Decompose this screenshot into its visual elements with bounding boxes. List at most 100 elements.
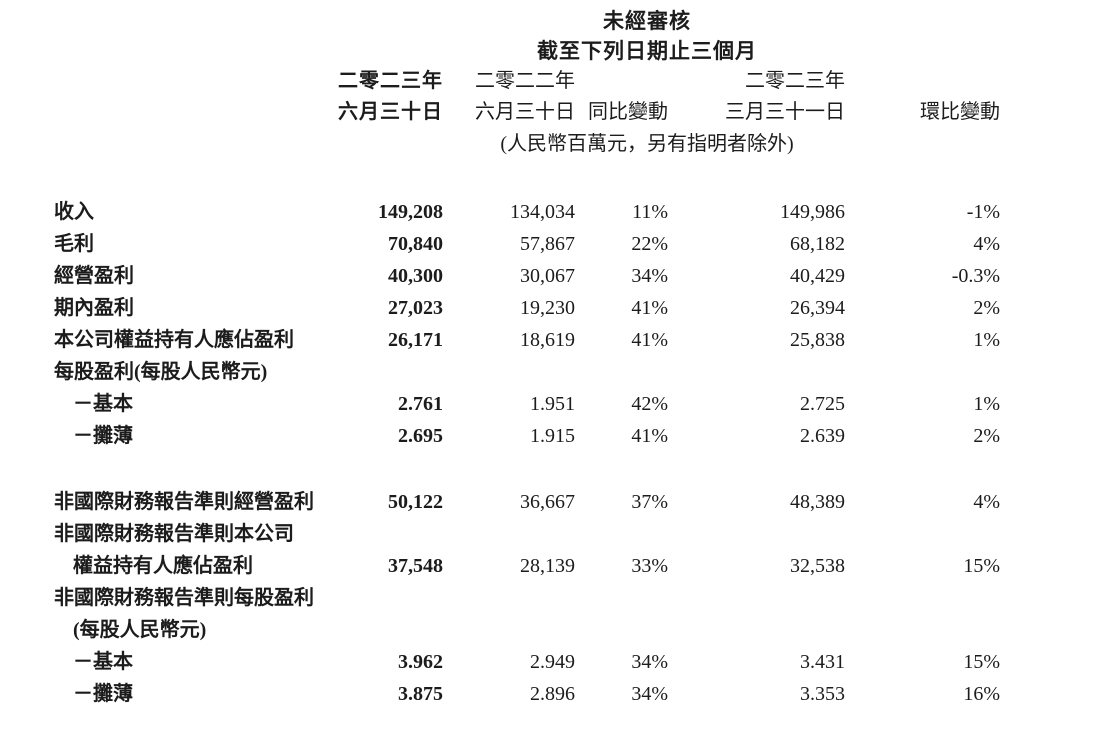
value-2022q2 [443, 582, 575, 614]
value-2023q2: 27,023 [388, 297, 443, 319]
column-header-year: 二零二三年 [745, 70, 845, 92]
value-2023q1: 2.639 [800, 425, 845, 447]
row-nonifrs-eps-diluted: －攤薄 3.875 2.896 34% 3.353 16% [54, 678, 1000, 710]
row-nonifrs-eps-unit: (每股人民幣元) [54, 614, 1000, 646]
value-2023q2: 3.962 [398, 651, 443, 673]
value-yoy: 22% [631, 233, 668, 255]
table-subtitle-row: 截至下列日期止三個月 [54, 36, 1000, 66]
value-2023q1: 68,182 [790, 233, 845, 255]
row-profit-attributable-to-equity-holders: 本公司權益持有人應佔盈利 26,171 18,619 41% 25,838 1% [54, 324, 1000, 356]
row-label: 非國際財務報告準則經營盈利 [54, 491, 314, 513]
value-2023q2: 149,208 [378, 201, 443, 223]
value-2023q1: 3.353 [800, 683, 845, 705]
column-header-row: 二零二三年 六月三十日 二零二二年 六月三十日 同比變動 二零二三年 三月三十一… [54, 66, 1000, 128]
value-2023q1 [668, 614, 845, 646]
row-profit-for-period: 期內盈利 27,023 19,230 41% 26,394 2% [54, 292, 1000, 324]
value-2022q2: 18,619 [520, 329, 575, 351]
row-label: (每股人民幣元) [73, 619, 207, 641]
spacer-cell [54, 36, 294, 66]
row-eps-basic: －基本 2.761 1.951 42% 2.725 1% [54, 388, 1000, 420]
value-qoq: 1% [973, 393, 1001, 415]
value-2023q1: 26,394 [790, 297, 845, 319]
value-yoy: 42% [631, 393, 668, 415]
value-qoq: 15% [963, 555, 1001, 577]
value-qoq: 15% [963, 651, 1001, 673]
column-header-year: 二零二三年 [338, 70, 443, 92]
row-operating-profit: 經營盈利 40,300 30,067 34% 40,429 -0.3% [54, 260, 1000, 292]
value-2022q2 [443, 614, 575, 646]
value-2022q2 [443, 356, 575, 388]
row-label: －攤薄 [73, 425, 133, 447]
row-nonifrs-eps-basic: －基本 3.962 2.949 34% 3.431 15% [54, 646, 1000, 678]
value-2022q2: 30,067 [520, 265, 575, 287]
value-2023q2: 2.761 [398, 393, 443, 415]
value-2022q2: 1.915 [530, 425, 575, 447]
row-eps-heading: 每股盈利(每股人民幣元) [54, 356, 1000, 388]
value-2022q2: 57,867 [520, 233, 575, 255]
value-2023q1: 32,538 [790, 555, 845, 577]
row-gross-profit: 毛利 70,840 57,867 22% 68,182 4% [54, 228, 1000, 260]
row-label: 收入 [54, 201, 94, 223]
value-2023q2 [294, 582, 443, 614]
value-yoy: 34% [631, 651, 668, 673]
value-2023q2: 2.695 [398, 425, 443, 447]
value-qoq [845, 582, 1000, 614]
value-2023q2 [294, 518, 443, 550]
row-label: 權益持有人應佔盈利 [73, 555, 253, 577]
value-2023q1: 40,429 [790, 265, 845, 287]
value-qoq: -0.3% [951, 265, 1001, 287]
column-header-qoq-change: 環比變動 [845, 66, 1000, 128]
value-yoy [575, 518, 668, 550]
value-qoq: 1% [973, 329, 1001, 351]
value-yoy: 34% [631, 265, 668, 287]
value-2022q2: 1.951 [530, 393, 575, 415]
spacer-row [54, 160, 1000, 196]
column-header-date: 三月三十一日 [725, 101, 845, 123]
column-header-label: 同比變動 [588, 101, 668, 123]
value-2023q1: 48,389 [790, 491, 845, 513]
value-2023q2: 70,840 [388, 233, 443, 255]
spacer-cell [54, 6, 294, 36]
value-qoq [845, 614, 1000, 646]
column-header-2023-mar-31: 二零二三年 三月三十一日 [668, 66, 845, 128]
period-subtitle: 截至下列日期止三個月 [537, 39, 758, 63]
value-2023q1 [668, 582, 845, 614]
value-2023q1 [668, 356, 845, 388]
row-label: 毛利 [54, 233, 94, 255]
row-label: 經營盈利 [54, 265, 134, 287]
value-2022q2: 2.949 [530, 651, 575, 673]
row-label: 期內盈利 [54, 297, 134, 319]
row-nonifrs-attributable-heading: 非國際財務報告準則本公司 [54, 518, 1000, 550]
value-2022q2: 36,667 [520, 491, 575, 513]
spacer-cell [54, 452, 1000, 486]
value-2023q2: 37,548 [388, 555, 443, 577]
spacer-cell [54, 128, 294, 160]
value-2023q1: 149,986 [780, 201, 845, 223]
currency-unit-note: (人民幣百萬元，另有指明者除外) [500, 133, 794, 155]
unaudited-title: 未經審核 [603, 9, 692, 33]
value-qoq [845, 356, 1000, 388]
value-2023q2: 3.875 [398, 683, 443, 705]
row-nonifrs-eps-heading: 非國際財務報告準則每股盈利 [54, 582, 1000, 614]
value-yoy: 34% [631, 683, 668, 705]
value-yoy: 11% [632, 201, 668, 223]
column-header-label: 環比變動 [920, 101, 1001, 123]
value-2023q1 [668, 518, 845, 550]
value-qoq: 2% [973, 297, 1001, 319]
value-qoq: 4% [973, 491, 1001, 513]
row-label: －攤薄 [73, 683, 133, 705]
row-nonifrs-attributable-values: 權益持有人應佔盈利 37,548 28,139 33% 32,538 15% [54, 550, 1000, 582]
row-label: 非國際財務報告準則每股盈利 [54, 587, 314, 609]
value-2023q2: 40,300 [388, 265, 443, 287]
value-yoy: 41% [631, 297, 668, 319]
unit-note-row: (人民幣百萬元，另有指明者除外) [54, 128, 1000, 160]
column-header-date: 六月三十日 [475, 101, 575, 123]
column-header-2023-jun-30: 二零二三年 六月三十日 [294, 66, 443, 128]
row-label: 每股盈利(每股人民幣元) [54, 361, 268, 383]
value-yoy: 41% [631, 329, 668, 351]
value-2023q1: 3.431 [800, 651, 845, 673]
spacer-cell [54, 160, 1000, 196]
value-2022q2: 2.896 [530, 683, 575, 705]
value-qoq: 16% [963, 683, 1001, 705]
